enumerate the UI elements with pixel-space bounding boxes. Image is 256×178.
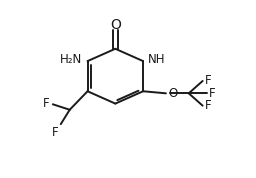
Text: NH: NH	[148, 53, 166, 66]
Text: O: O	[168, 87, 178, 100]
Text: H₂N: H₂N	[60, 53, 83, 66]
Text: F: F	[209, 87, 216, 100]
Text: F: F	[43, 97, 50, 110]
Text: F: F	[205, 74, 212, 87]
Text: O: O	[110, 19, 121, 32]
Text: F: F	[52, 125, 59, 138]
Text: F: F	[205, 99, 212, 112]
